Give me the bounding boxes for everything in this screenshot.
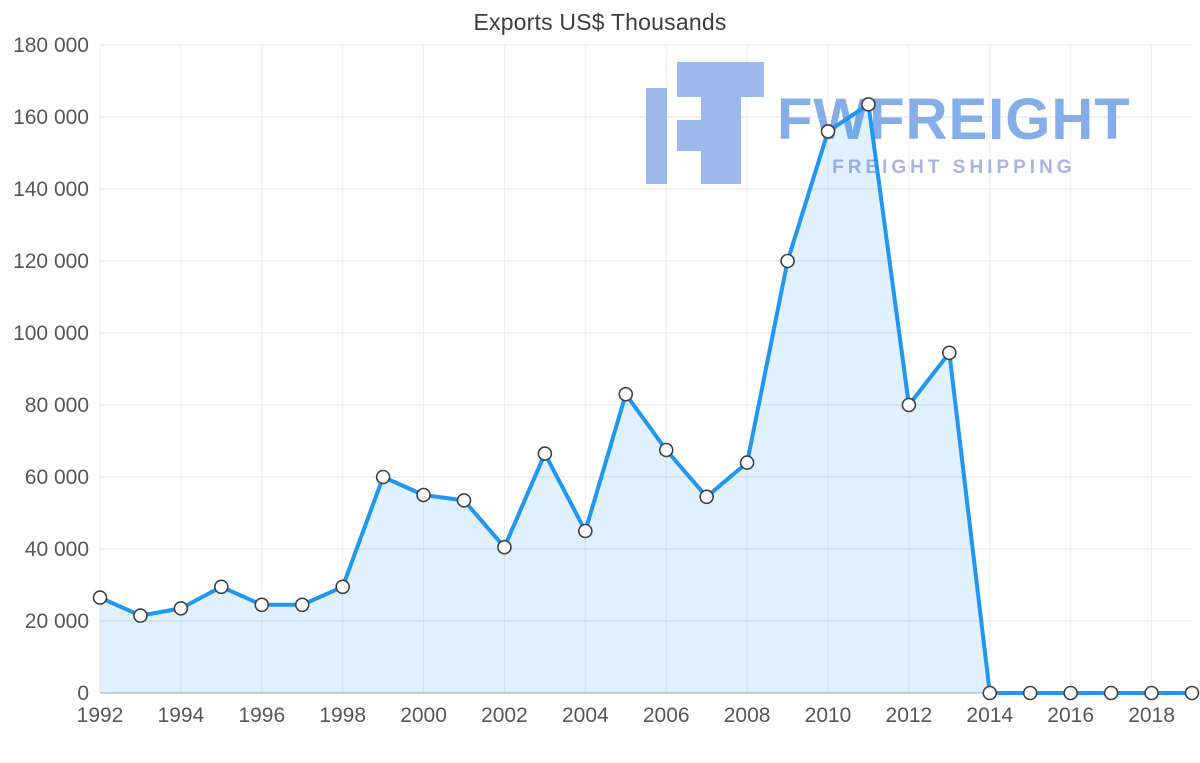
x-tick-label: 2014 [966,704,1013,727]
chart-title: Exports US$ Thousands [473,9,727,35]
data-point-marker [1144,685,1159,701]
data-point-marker [780,253,795,269]
x-tick-label: 1992 [77,704,124,727]
data-point-marker [942,345,957,361]
x-gridlines [99,45,1153,693]
y-tick-label: 60 000 [25,466,89,489]
data-point-marker [173,601,189,616]
data-point-marker [739,455,755,470]
y-tick-label: 20 000 [25,610,89,633]
x-tick-label: 2006 [643,704,690,727]
x-tick-label: 2010 [805,704,852,727]
y-tick-label: 100 000 [13,322,89,345]
x-tick-label: 1994 [158,704,205,727]
y-tick-label: 160 000 [13,106,89,129]
area-fill [100,104,1192,693]
data-point-marker [982,685,998,701]
x-tick-label: 2004 [562,704,609,727]
y-tick-labels: 0 20 000 40 000 60 000 80 000 100 000 120 000 1… [13,34,89,705]
data-point-marker [456,493,472,508]
x-tick-label: 2000 [400,704,447,727]
x-tick-label: 2002 [481,704,528,727]
x-tick-label: 1998 [319,704,366,727]
data-point-marker [861,97,876,112]
data-point-marker [901,397,917,413]
data-point-marker [254,597,270,613]
y-tick-label: 40 000 [25,538,89,561]
data-point-marker [537,446,553,461]
data-point-marker [497,539,512,555]
series-line [98,102,1194,695]
data-point-marker [294,597,310,613]
data-point-marker [335,579,350,595]
data-point-marker [1103,685,1119,701]
x-tick-label: 2018 [1128,704,1175,727]
y-tick-label: 120 000 [13,250,89,273]
y-tick-label: 80 000 [25,394,89,417]
data-point-marker [416,487,431,503]
data-point-marker [214,579,229,595]
data-point-marker [699,489,714,505]
data-point-marker [133,608,148,623]
x-tick-label: 2012 [886,704,933,727]
data-point-marker [375,469,391,485]
data-point-marker [1184,685,1200,701]
data-point-marker [1022,685,1038,701]
data-point-marker [820,124,836,139]
data-point-marker [618,386,634,402]
y-tick-label: 180 000 [13,34,89,57]
y-tick-label: 140 000 [13,178,89,201]
data-point-marker [92,590,108,605]
data-point-markers [92,97,1200,701]
y-tick-label: 0 [77,682,89,705]
data-point-marker [1063,685,1078,701]
x-tick-label: 1996 [238,704,285,727]
x-tick-labels: 1992 1994 1996 1998 2000 2002 2004 2006 2008 2010… [77,704,1175,727]
data-point-marker [658,442,674,458]
x-tick-label: 2008 [724,704,771,727]
data-point-marker [578,523,593,539]
x-tick-label: 2016 [1047,704,1094,727]
